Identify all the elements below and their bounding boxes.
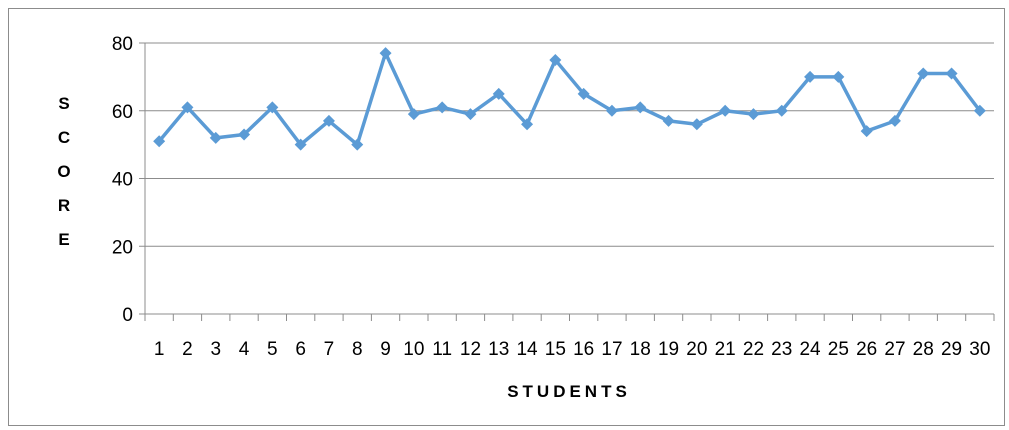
x-tick-label: 16 — [573, 339, 594, 360]
y-axis-title-letter: C — [58, 128, 70, 147]
series-line — [157, 51, 982, 147]
data-point — [238, 128, 251, 141]
data-markers — [153, 47, 986, 151]
data-point — [888, 114, 901, 127]
data-point — [351, 138, 364, 151]
data-point — [634, 101, 647, 114]
x-tick-label: 5 — [267, 339, 278, 360]
data-point — [464, 108, 477, 121]
data-point — [407, 108, 420, 121]
data-point — [209, 131, 222, 144]
x-tick-labels: 1 2 3 4 5 6 7 8 9 10 11 12 13 14 15 16 17 18 19 20 21 22 23 24 2… — [154, 339, 991, 360]
data-point — [747, 108, 760, 121]
x-tick-label: 23 — [771, 339, 792, 360]
series-line-path — [157, 51, 982, 147]
x-tick-label: 17 — [601, 339, 622, 360]
data-point — [775, 104, 788, 117]
axes — [139, 42, 995, 321]
gridlines — [145, 42, 994, 247]
data-point — [719, 104, 732, 117]
data-point — [379, 47, 392, 60]
data-point — [549, 53, 562, 66]
x-tick-label: 12 — [460, 339, 481, 360]
data-point — [521, 118, 534, 131]
data-point — [860, 125, 873, 138]
x-tick-label: 29 — [941, 339, 962, 360]
y-tick-label: 40 — [112, 170, 133, 191]
y-tick-label: 0 — [122, 305, 133, 326]
data-point — [266, 101, 279, 114]
y-tick-label: 60 — [112, 102, 133, 123]
data-point — [973, 104, 986, 117]
data-point — [181, 101, 194, 114]
data-point — [662, 114, 675, 127]
x-tick-label: 14 — [516, 339, 538, 360]
x-tick-label: 13 — [488, 339, 509, 360]
x-tick-label: 1 — [154, 339, 165, 360]
data-point — [436, 101, 449, 114]
x-tick-label: 10 — [403, 339, 424, 360]
x-tick-label: 2 — [182, 339, 193, 360]
x-tick-label: 6 — [295, 339, 306, 360]
x-tick-label: 30 — [969, 339, 990, 360]
data-point — [804, 70, 817, 83]
x-tick-label: 15 — [545, 339, 566, 360]
x-tick-label: 20 — [686, 339, 707, 360]
data-point — [577, 87, 590, 100]
x-axis-title: STUDENTS — [507, 382, 631, 401]
data-point — [945, 67, 958, 80]
x-tick-label: 28 — [913, 339, 934, 360]
x-tick-label: 4 — [239, 339, 250, 360]
y-tick-label: 80 — [112, 34, 133, 55]
x-tick-label: 26 — [856, 339, 877, 360]
y-tick-labels: 0 20 40 60 80 — [112, 34, 133, 326]
x-tick-label: 25 — [828, 339, 849, 360]
y-tick-label: 20 — [112, 237, 133, 258]
x-tick-label: 18 — [630, 339, 651, 360]
data-point — [832, 70, 845, 83]
x-tick-label: 24 — [799, 339, 821, 360]
x-tick-label: 27 — [884, 339, 905, 360]
y-axis-title-letter: R — [58, 196, 70, 215]
x-tick-label: 21 — [715, 339, 736, 360]
data-point — [322, 114, 335, 127]
x-tick-label: 11 — [432, 339, 452, 360]
data-point — [917, 67, 930, 80]
chart-frame: 0 20 40 60 80 1 2 3 4 5 6 7 8 9 10 11 12 13 14 15 16 17 18 19 2… — [8, 8, 1005, 426]
data-point — [153, 135, 166, 148]
y-axis-title-letter: S — [58, 94, 69, 113]
x-tick-label: 8 — [352, 339, 363, 360]
x-tick-label: 9 — [380, 339, 391, 360]
x-tick-label: 3 — [210, 339, 221, 360]
y-axis-title-letter: E — [58, 230, 69, 249]
data-point — [294, 138, 307, 151]
data-point — [492, 87, 505, 100]
x-tick-label: 22 — [743, 339, 764, 360]
x-tick-label: 7 — [324, 339, 335, 360]
data-point — [690, 118, 703, 131]
data-point — [605, 104, 618, 117]
y-axis-title-letter: O — [57, 162, 70, 181]
x-tick-label: 19 — [658, 339, 679, 360]
